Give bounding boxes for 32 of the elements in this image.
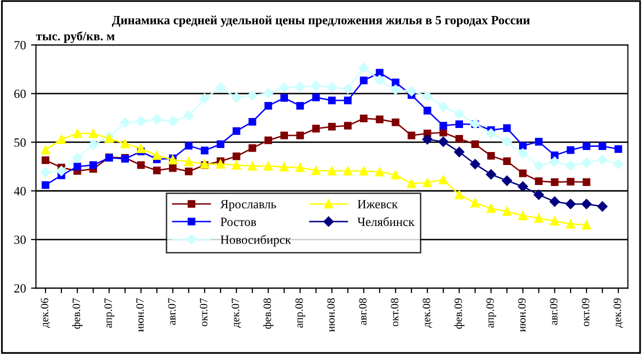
x-tick-label: дек.09 xyxy=(614,298,624,328)
chart-title: Динамика средней удельной цены предложения жилья в 5 городах России xyxy=(112,16,530,27)
y-axis-title: тыс. руб/кв. м xyxy=(36,31,115,43)
x-tick-label: фев.08 xyxy=(263,298,274,329)
x-tick-label: апр.08 xyxy=(295,298,306,328)
y-tick-label: 50 xyxy=(14,138,26,147)
legend-label: Челябинск xyxy=(357,217,414,226)
y-tick-label: 60 xyxy=(14,90,26,98)
y-tick-label: 30 xyxy=(14,236,26,244)
x-tick-label: дек.07 xyxy=(232,298,242,328)
legend-label: Новосибирск xyxy=(220,234,292,246)
y-tick-label: 70 xyxy=(14,40,26,50)
x-tick-label: июн.09 xyxy=(518,298,526,332)
x-tick-label: окт.07 xyxy=(200,298,208,326)
x-tick-label: фев.07 xyxy=(72,298,82,329)
y-tick-label: 40 xyxy=(14,186,26,196)
legend-label: Ижевск xyxy=(358,200,398,208)
y-tick-label: 20 xyxy=(14,284,26,293)
x-tick-label: июн.08 xyxy=(327,298,335,332)
x-tick-label: апр.07 xyxy=(104,298,114,328)
x-tick-label: окт.08 xyxy=(390,298,398,326)
x-tick-label: июн.07 xyxy=(136,298,144,332)
legend-label: Ярославль xyxy=(220,200,276,211)
x-tick-label: апр.09 xyxy=(486,298,496,328)
x-tick-label: авг.07 xyxy=(168,298,176,325)
x-tick-label: фев.09 xyxy=(454,298,464,329)
x-tick-label: авг.08 xyxy=(359,298,367,325)
x-tick-label: дек.08 xyxy=(422,298,432,328)
x-tick-label: дек.06 xyxy=(40,298,50,328)
x-tick-label: авг.09 xyxy=(550,298,558,325)
x-tick-label: окт.09 xyxy=(582,298,590,326)
legend-label: Ростов xyxy=(220,218,256,226)
